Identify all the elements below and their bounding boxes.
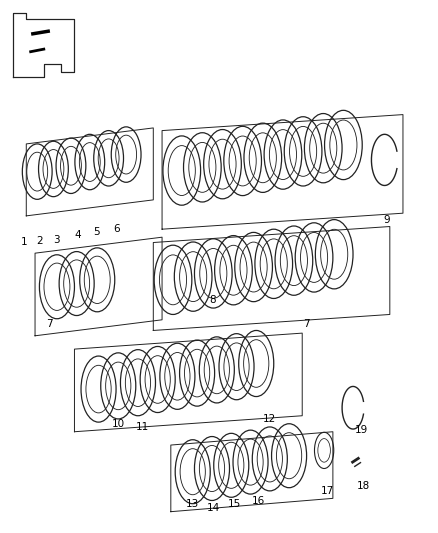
Text: 13: 13 xyxy=(186,499,199,510)
Text: 17: 17 xyxy=(321,486,334,496)
Text: 9: 9 xyxy=(383,215,390,225)
Text: 14: 14 xyxy=(207,503,220,513)
Text: 6: 6 xyxy=(113,224,120,234)
Text: 8: 8 xyxy=(209,295,216,305)
Text: 15: 15 xyxy=(228,499,241,510)
Text: 2: 2 xyxy=(36,236,43,246)
Text: 5: 5 xyxy=(93,227,100,237)
Text: 11: 11 xyxy=(136,422,149,432)
Text: 18: 18 xyxy=(357,481,370,491)
Text: 1: 1 xyxy=(20,237,27,247)
Text: 10: 10 xyxy=(112,419,125,430)
Text: 4: 4 xyxy=(74,230,81,240)
Text: 12: 12 xyxy=(263,414,276,424)
Text: 7: 7 xyxy=(303,319,310,329)
Text: 3: 3 xyxy=(53,235,60,245)
Text: 7: 7 xyxy=(46,319,53,329)
Text: 16: 16 xyxy=(252,496,265,506)
Text: 19: 19 xyxy=(355,425,368,435)
